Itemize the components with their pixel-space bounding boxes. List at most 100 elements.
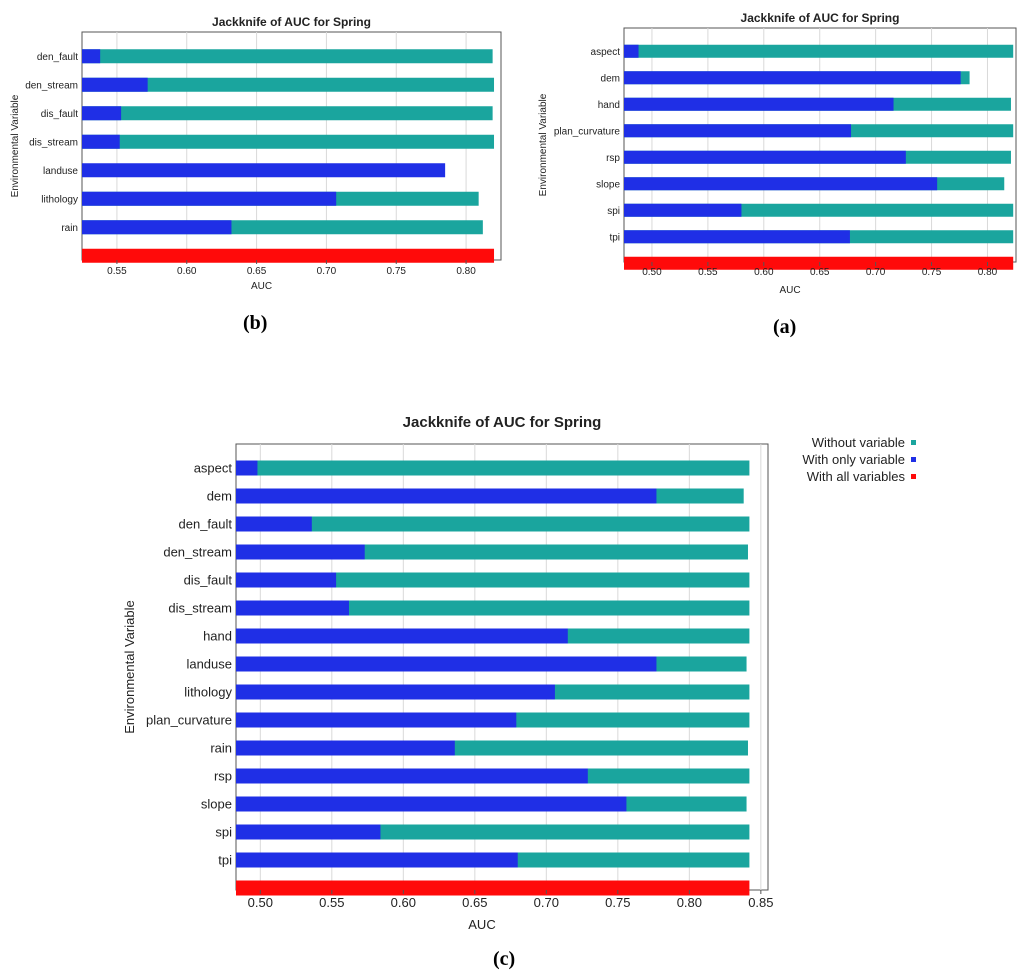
tick-label: 0.75 (387, 266, 407, 277)
category-label: rain (61, 223, 78, 234)
category-label: den_stream (25, 80, 78, 91)
bar-with-only-variable (236, 516, 312, 532)
tick-label: 0.50 (248, 895, 273, 910)
bar-with-only-variable (82, 106, 122, 121)
tick-label: 0.60 (177, 266, 197, 277)
bar-with-only-variable (624, 97, 894, 111)
tick-label: 0.75 (605, 895, 630, 910)
bar-without-variable (624, 44, 1014, 58)
tick-label: 0.80 (456, 266, 476, 277)
bar-with-only-variable (624, 230, 850, 244)
tick-label: 0.70 (866, 267, 886, 278)
chart-c: aspect dem den_fault den_stream dis_faultdis… (122, 414, 774, 932)
bar-with-only-variable (236, 740, 455, 756)
tick-label: 0.50 (642, 267, 662, 278)
legend-swatch (911, 474, 916, 479)
legend-swatch (911, 440, 916, 445)
category-label: den_fault (37, 52, 78, 63)
tick-label: 0.55 (698, 267, 718, 278)
tick-label: 0.80 (677, 895, 702, 910)
bar-with-only-variable (236, 544, 365, 560)
bar-without-variable (236, 600, 750, 616)
category-label: landuse (43, 166, 78, 177)
category-label: spi (215, 825, 232, 840)
bar-with-only-variable (236, 600, 349, 616)
y-axis-label: Environmental Variable (122, 600, 137, 733)
category-label: dem (207, 489, 232, 504)
category-label: aspect (194, 461, 233, 476)
bar-with-only-variable (236, 824, 381, 840)
chart-title: Jackknife of AUC for Spring (212, 15, 371, 29)
category-label: dis_fault (41, 109, 78, 120)
tick-label: 0.65 (810, 267, 830, 278)
y-axis-label: Environmental Variable (10, 94, 21, 197)
bar-without-variable (82, 77, 495, 92)
x-axis-label: AUC (779, 285, 800, 296)
bar-with-only-variable (624, 177, 938, 191)
category-label: tpi (218, 853, 232, 868)
bar-with-only-variable (236, 628, 568, 644)
chart-b: den_fault den_stream dis_fault dis_streamla… (10, 15, 502, 292)
legend: Without variable With only variable With a… (802, 435, 916, 484)
bar-without-variable (82, 134, 495, 149)
bar-with-only-variable (82, 134, 120, 149)
bar-with-only-variable (82, 191, 337, 206)
bar-without-variable (82, 106, 493, 121)
bar-with-only-variable (82, 163, 446, 178)
bar-with-only-variable (236, 684, 555, 700)
bar-without-variable (236, 460, 750, 476)
bar-with-only-variable (236, 796, 627, 812)
bar-with-only-variable (82, 220, 232, 235)
bar-with-only-variable (236, 852, 518, 868)
category-label: den_fault (179, 517, 233, 532)
category-label: slope (201, 797, 232, 812)
category-label: hand (203, 629, 232, 644)
tick-label: 0.75 (922, 267, 942, 278)
category-label: slope (596, 179, 620, 190)
legend-label: Without variable (812, 435, 905, 450)
x-axis-label: AUC (468, 917, 495, 932)
category-label: dis_fault (184, 573, 233, 588)
category-label: lithology (41, 194, 78, 205)
category-label: hand (598, 100, 620, 111)
bar-without-variable (236, 516, 750, 532)
bar-with-only-variable (624, 150, 906, 164)
bar-with-all-variables (624, 256, 1014, 270)
panel-label-c: (c) (493, 948, 516, 970)
tick-label: 0.85 (748, 895, 773, 910)
bar-with-only-variable (236, 712, 517, 728)
bar-without-variable (82, 49, 493, 64)
bar-with-all-variables (236, 880, 750, 896)
bar-with-only-variable (236, 768, 588, 784)
category-label: dis_stream (168, 601, 232, 616)
tick-label: 0.60 (391, 895, 416, 910)
panel-label-b: (b) (243, 312, 268, 334)
category-label: plan_curvature (554, 126, 621, 137)
category-label: plan_curvature (146, 713, 232, 728)
bar-with-only-variable (624, 44, 639, 58)
category-label: dem (601, 73, 620, 84)
x-axis-label: AUC (251, 281, 272, 292)
tick-label: 0.70 (534, 895, 559, 910)
chart-title: Jackknife of AUC for Spring (403, 414, 602, 431)
bar-with-only-variable (236, 460, 258, 476)
tick-label: 0.55 (107, 266, 127, 277)
tick-label: 0.60 (754, 267, 774, 278)
tick-label: 0.70 (317, 266, 337, 277)
category-label: lithology (184, 685, 232, 700)
category-label: rsp (606, 153, 620, 164)
bar-with-only-variable (82, 49, 101, 64)
bar-without-variable (236, 572, 750, 588)
chart-title: Jackknife of AUC for Spring (741, 11, 900, 25)
category-label: spi (607, 206, 620, 217)
tick-label: 0.55 (319, 895, 344, 910)
category-label: rain (210, 741, 232, 756)
category-label: aspect (591, 47, 621, 58)
bar-with-only-variable (624, 71, 961, 85)
category-label: dis_stream (29, 137, 78, 148)
legend-swatch (911, 457, 916, 462)
panel-label-a: (a) (773, 316, 797, 338)
bar-with-all-variables (82, 248, 495, 263)
